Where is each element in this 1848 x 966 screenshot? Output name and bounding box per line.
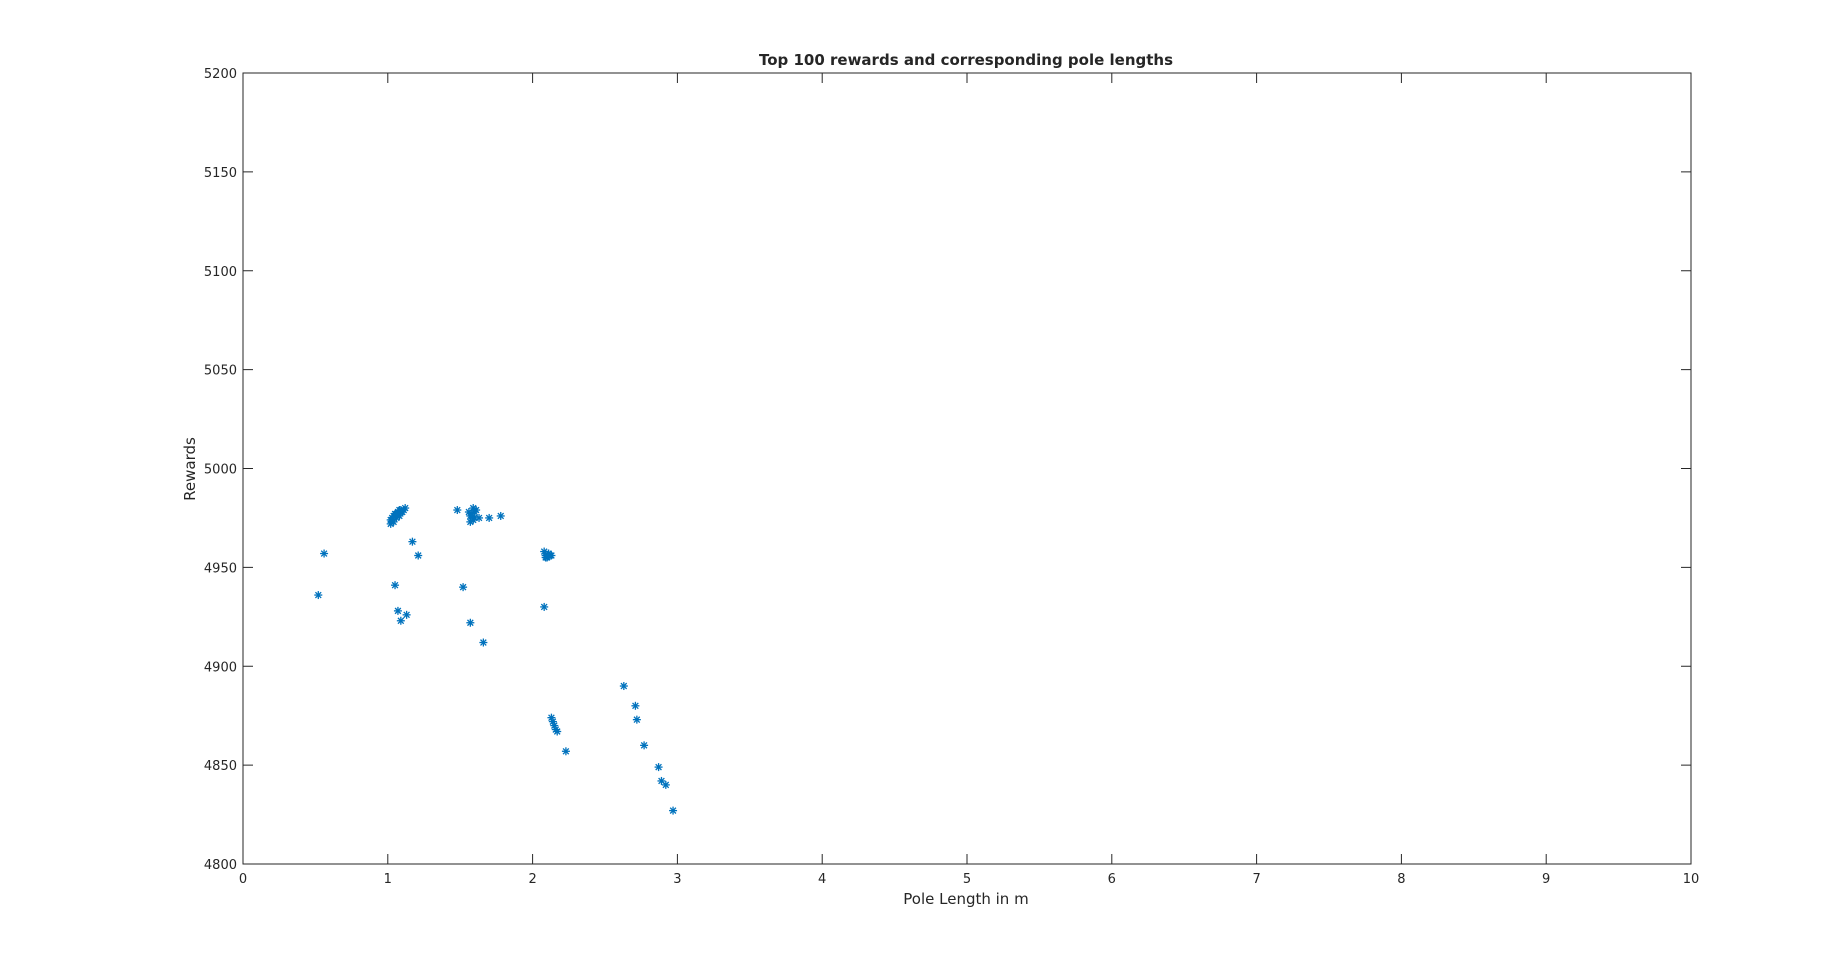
data-point xyxy=(619,682,628,691)
data-point xyxy=(632,715,641,724)
data-point xyxy=(631,701,640,710)
x-tick-label: 0 xyxy=(239,872,247,887)
x-tick-label: 6 xyxy=(1108,872,1116,887)
data-point xyxy=(414,551,423,560)
y-tick-label: 4800 xyxy=(204,858,237,873)
y-axis-label: Rewards xyxy=(181,437,199,501)
x-tick-label: 8 xyxy=(1397,872,1405,887)
data-point xyxy=(391,581,400,590)
data-point xyxy=(544,549,553,558)
data-point xyxy=(399,506,408,515)
x-axis: 0 1 2 3 4 5 6 7 8 9 10 xyxy=(239,73,1699,887)
data-point xyxy=(314,591,323,600)
data-point xyxy=(553,727,562,736)
data-point xyxy=(393,606,402,615)
x-tick-label: 2 xyxy=(528,872,536,887)
data-point xyxy=(402,610,411,619)
data-point xyxy=(408,537,417,546)
y-tick-label: 5100 xyxy=(204,265,237,280)
data-point xyxy=(496,511,505,520)
data-point xyxy=(661,780,670,789)
x-tick-label: 4 xyxy=(818,872,826,887)
y-axis: 4800 4850 4900 4950 5000 5050 5100 5150 5200 xyxy=(204,67,1691,873)
x-axis-label: Pole Length in m xyxy=(903,890,1028,908)
data-point xyxy=(640,741,649,750)
data-point xyxy=(459,583,468,592)
data-point xyxy=(396,616,405,625)
plot-area xyxy=(242,72,1692,865)
y-tick-label: 5050 xyxy=(204,364,237,379)
x-tick-label: 1 xyxy=(384,872,392,887)
data-point xyxy=(479,638,488,647)
data-point xyxy=(475,513,484,522)
y-tick-label: 4850 xyxy=(204,759,237,774)
x-tick-label: 3 xyxy=(673,872,681,887)
y-tick-label: 5150 xyxy=(204,166,237,181)
x-tick-label: 10 xyxy=(1683,872,1700,887)
x-tick-label: 7 xyxy=(1252,872,1260,887)
data-point xyxy=(654,763,663,772)
y-tick-label: 4900 xyxy=(204,660,237,675)
data-point xyxy=(669,806,678,815)
data-point xyxy=(453,506,462,515)
data-point xyxy=(388,515,397,524)
x-tick-label: 9 xyxy=(1542,872,1550,887)
x-tick-label: 5 xyxy=(963,872,971,887)
y-tick-label: 5000 xyxy=(204,463,237,478)
y-tick-label: 5200 xyxy=(204,67,237,82)
data-point xyxy=(485,513,494,522)
data-point xyxy=(561,747,570,756)
chart-title: Top 100 rewards and corresponding pole l… xyxy=(759,51,1173,69)
data-point xyxy=(466,618,475,627)
data-point xyxy=(320,549,329,558)
y-tick-label: 4950 xyxy=(204,561,237,576)
data-points xyxy=(314,504,678,815)
data-point xyxy=(540,602,549,611)
data-point xyxy=(470,508,479,517)
